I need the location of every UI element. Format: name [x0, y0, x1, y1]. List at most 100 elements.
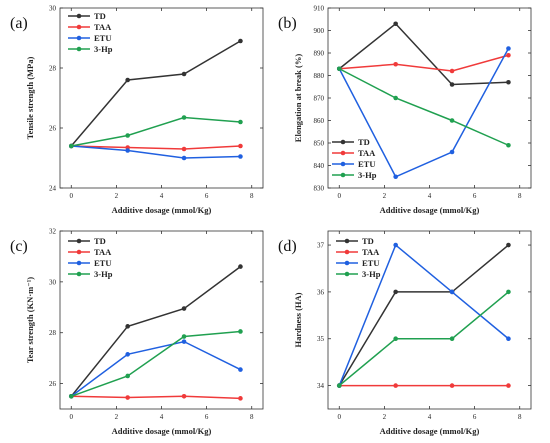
legend-marker	[344, 249, 350, 255]
y-tick-label: 28	[49, 329, 57, 337]
data-point-3-hp	[506, 289, 511, 295]
y-tick-label: 28	[49, 65, 57, 73]
legend-marker	[340, 139, 346, 145]
x-tick-label: 0	[70, 413, 74, 421]
data-point-etu	[238, 154, 243, 159]
legend-entry: 3-Hp	[358, 170, 377, 180]
x-tick-label: 2	[383, 413, 387, 421]
y-tick-label: 870	[314, 95, 325, 103]
panel-label: (c)	[10, 238, 28, 255]
series-line-taa	[71, 145, 241, 150]
legend-entry: 3-Hp	[362, 269, 381, 279]
data-point-etu	[125, 148, 130, 153]
series-line-etu	[71, 145, 241, 159]
x-tick-label: 8	[518, 192, 522, 200]
y-tick-label: 880	[314, 72, 325, 80]
y-tick-label: 840	[314, 162, 325, 170]
data-point-taa	[181, 393, 187, 399]
y-tick-label: 30	[49, 5, 57, 13]
x-tick-label: 6	[473, 413, 477, 421]
x-tick-label: 2	[383, 192, 387, 200]
y-tick-label: 35	[317, 335, 325, 343]
y-tick-label: 30	[49, 278, 57, 286]
data-point-taa	[506, 52, 511, 58]
x-tick-label: 6	[205, 413, 209, 421]
y-axis-label: Tensile strength (MPa)	[25, 57, 35, 140]
legend-entry: TD	[358, 137, 370, 147]
y-tick-label: 890	[314, 50, 325, 58]
x-axis-label: Additive dosage (mmol/Kg)	[380, 205, 480, 215]
x-axis-label: Additive dosage (mmol/Kg)	[380, 426, 480, 436]
data-point-3-hp	[449, 118, 455, 123]
data-point-td	[506, 242, 511, 248]
data-point-3-hp	[336, 66, 342, 72]
data-point-etu	[238, 367, 243, 372]
legend-entry: ETU	[94, 33, 111, 43]
panel-label: (d)	[278, 238, 297, 255]
data-point-td	[125, 77, 130, 83]
data-point-3-hp	[68, 143, 74, 149]
x-tick-label: 2	[115, 413, 119, 421]
series-line-3-hp	[71, 330, 241, 397]
legend-entry: ETU	[358, 159, 375, 169]
legend-entry: TAA	[358, 148, 376, 158]
series-line-3-hp	[338, 291, 509, 387]
data-point-td	[125, 324, 130, 329]
legend-marker	[344, 238, 350, 244]
legend-entry: TAA	[94, 22, 112, 32]
legend-entry: TAA	[362, 247, 380, 257]
data-point-etu	[506, 46, 511, 51]
y-tick-label: 910	[314, 5, 325, 13]
legend-marker	[344, 260, 350, 266]
x-tick-label: 6	[205, 192, 209, 200]
data-point-etu	[506, 336, 511, 342]
data-point-3-hp	[125, 133, 130, 138]
legend-entry: ETU	[362, 258, 379, 268]
data-point-taa	[238, 143, 243, 149]
x-axis-label: Additive dosage (mmol/Kg)	[112, 426, 212, 436]
data-point-3-hp	[393, 336, 398, 342]
x-tick-label: 2	[115, 192, 119, 200]
data-point-3-hp	[238, 119, 243, 125]
legend-marker	[76, 35, 82, 41]
legend-entry: TD	[362, 236, 374, 246]
x-tick-label: 4	[160, 413, 164, 421]
legend-marker	[76, 24, 82, 30]
chart-panel-2: 0 2 4 6 8 26 28 30 32 Additive dosage (mmol/Kg) Te…	[10, 228, 264, 436]
data-point-etu	[125, 352, 130, 357]
series-line-td	[338, 22, 509, 86]
data-point-td	[238, 38, 243, 44]
x-tick-label: 6	[473, 192, 477, 200]
y-tick-label: 850	[314, 140, 325, 148]
data-point-taa	[449, 68, 455, 74]
series-line-taa	[71, 395, 241, 400]
x-tick-label: 4	[160, 192, 164, 200]
series-line-3-hp	[338, 68, 509, 146]
y-axis-label: Hardness (HA)	[293, 292, 303, 347]
x-tick-label: 0	[338, 413, 342, 421]
data-point-taa	[125, 395, 130, 400]
data-point-td	[393, 21, 398, 27]
data-point-3-hp	[506, 142, 511, 148]
data-point-td	[181, 306, 187, 311]
panel-label: (b)	[278, 15, 297, 32]
data-point-td	[506, 79, 511, 85]
series-line-td	[70, 265, 241, 397]
legend-marker	[340, 150, 346, 156]
legend-marker	[76, 249, 82, 255]
x-tick-label: 4	[428, 413, 432, 421]
legend-marker	[76, 271, 82, 277]
legend-entry: 3-Hp	[94, 269, 113, 279]
x-tick-label: 0	[70, 192, 74, 200]
data-point-td	[449, 82, 455, 87]
y-tick-label: 32	[49, 228, 57, 236]
y-axis-label: Tear strength (KN·m⁻¹)	[25, 277, 35, 363]
plot-frame	[59, 7, 264, 189]
series-line-etu	[338, 48, 510, 178]
legend-marker	[76, 13, 82, 19]
data-point-td	[393, 289, 398, 295]
data-point-etu	[449, 289, 455, 295]
legend-entry: ETU	[94, 258, 111, 268]
data-point-3-hp	[449, 336, 455, 342]
